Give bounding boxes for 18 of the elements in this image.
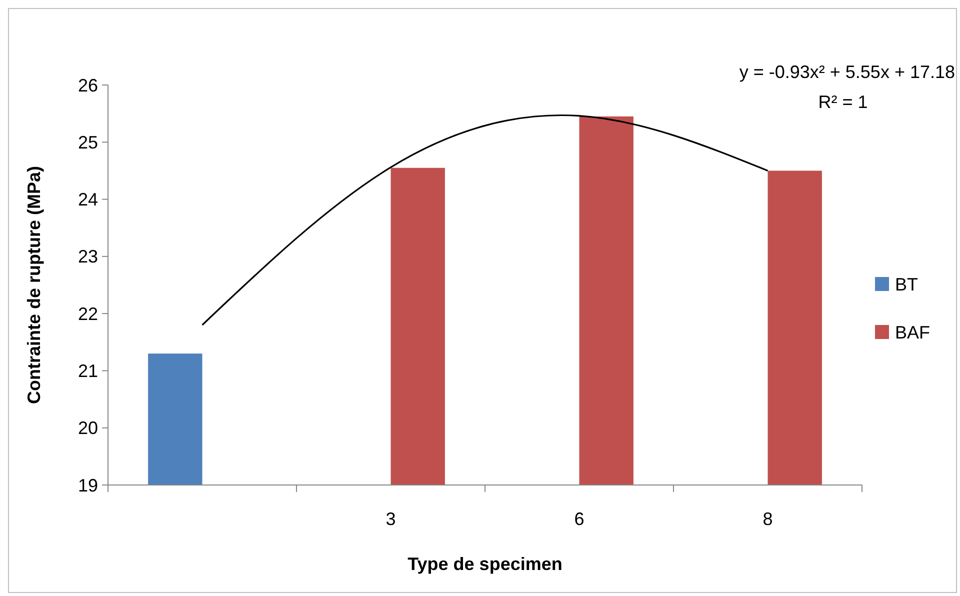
y-tick-label: 19 [78,475,98,496]
text: y = -0.93x² + 5.55x + 17.18 [739,62,955,82]
x-tick-label: 6 [574,509,584,529]
annotation: R² = 1 [818,92,868,112]
y-tick-label: 21 [78,361,98,382]
legend-label: BT [895,274,918,294]
y-tick-label: 26 [78,75,98,96]
x-tick-label: 3 [386,509,396,529]
line-series [201,114,769,326]
x-tick-label: 8 [762,509,773,529]
y-tick-label: 22 [78,304,98,324]
y-axis-title: Contrainte de rupture (MPa) [24,166,44,404]
y-tick-label: 25 [78,132,98,152]
y-tick-label: 20 [78,418,98,438]
x-axis-title: Type de specimen [408,554,562,574]
legend-label: BAF [895,322,930,342]
y-tick-label: 24 [78,190,98,210]
y-tick-label: 23 [78,246,98,267]
